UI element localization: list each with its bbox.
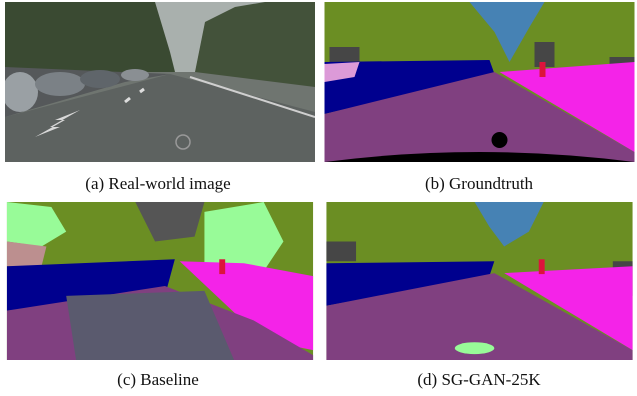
caption: (a) Real-world image: [0, 174, 316, 194]
baseline-map: [5, 202, 315, 360]
groundtruth-map: [322, 2, 637, 162]
real-image: [5, 2, 315, 162]
caption: (c) Baseline: [0, 370, 316, 390]
figure: (a) Real-world image (b) Groundtruth (c)…: [0, 0, 637, 396]
sg-gan-map: [322, 202, 637, 360]
caption: (b) Groundtruth: [321, 174, 637, 194]
caption: (d) SG-GAN-25K: [321, 370, 637, 390]
